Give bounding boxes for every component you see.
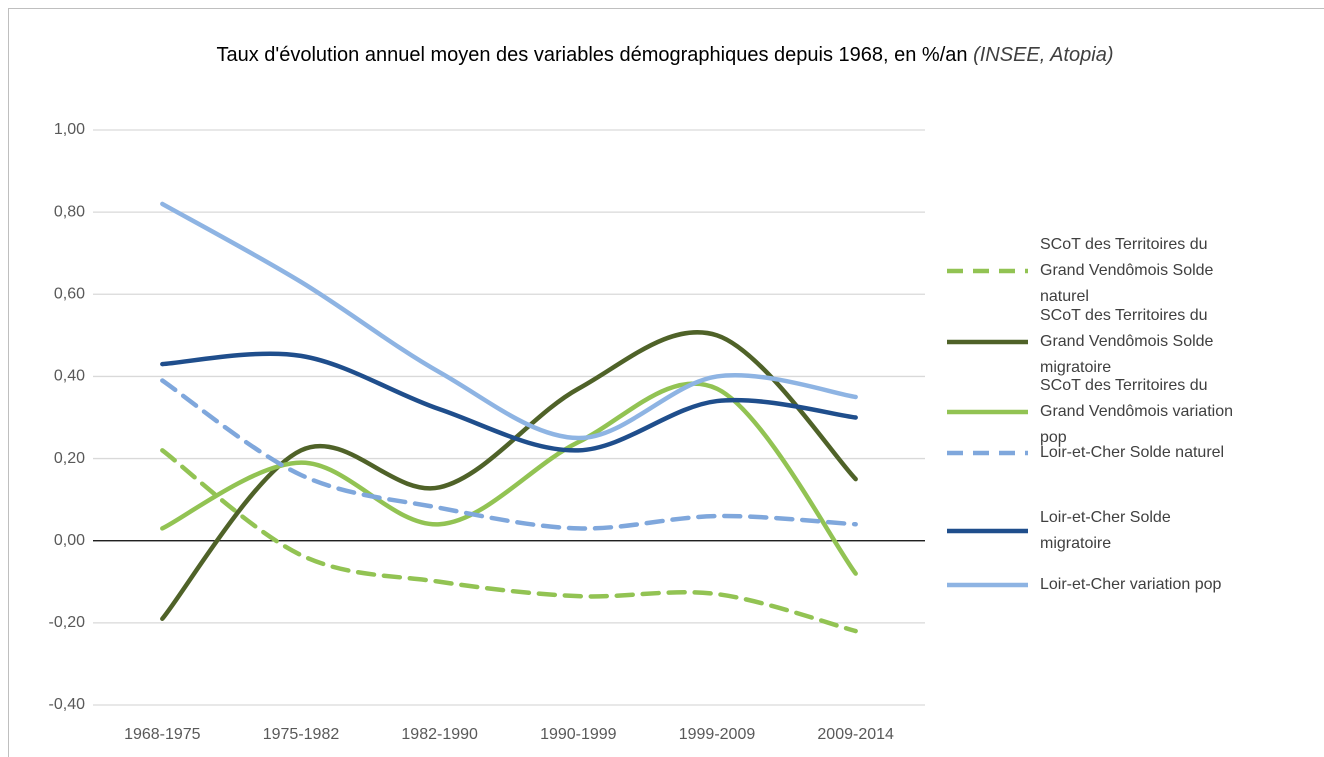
y-tick-label: 0,20 [54, 450, 85, 467]
legend-label: Loir-et-Cher variation pop [1040, 576, 1222, 593]
legend-label: Loir-et-Cher Solde naturel [1040, 444, 1225, 461]
legend-label: SCoT des Territoires du Grand Vendômois … [1040, 236, 1214, 305]
legend-swatch [947, 268, 1028, 274]
legend-swatch [947, 528, 1028, 534]
y-tick-label: 1,00 [54, 121, 85, 138]
legend-item: SCoT des Territoires du Grand Vendômois … [945, 373, 1324, 451]
legend-swatch [947, 339, 1028, 345]
y-tick-label: 0,40 [54, 368, 85, 385]
series-line [160, 201, 858, 441]
series-line [160, 378, 858, 531]
legend-item: Loir-et-Cher Solde naturel [945, 440, 1324, 466]
chart-frame [8, 8, 1324, 757]
x-tick-label: 1990-1999 [540, 726, 617, 743]
y-tick-label: 0,60 [54, 286, 85, 303]
legend-label: SCoT des Territoires du Grand Vendômois … [1040, 377, 1233, 446]
legend-item: SCoT des Territoires du Grand Vendômois … [945, 232, 1324, 310]
legend-label: Loir-et-Cher Solde migratoire [1040, 509, 1171, 552]
legend-swatch [947, 450, 1028, 456]
legend-item: Loir-et-Cher variation pop [945, 572, 1324, 598]
legend-swatch [947, 582, 1028, 588]
series-line [160, 381, 858, 576]
legend-item: Loir-et-Cher Solde migratoire [945, 505, 1324, 557]
legend-label: SCoT des Territoires du Grand Vendômois … [1040, 307, 1214, 376]
y-tick-label: 0,00 [54, 532, 85, 549]
title-source: (INSEE, Atopia) [973, 44, 1114, 66]
series-line [160, 351, 858, 453]
x-tick-label: 1982-1990 [401, 726, 478, 743]
x-tick-label: 2009-2014 [817, 726, 894, 743]
series-line [160, 448, 858, 634]
y-tick-label: -0,40 [49, 696, 86, 713]
x-tick-label: 1968-1975 [124, 726, 201, 743]
x-tick-label: 1975-1982 [263, 726, 340, 743]
y-tick-label: 0,80 [54, 203, 85, 220]
y-tick-label: -0,20 [49, 614, 86, 631]
legend-swatch [947, 409, 1028, 415]
legend-item: SCoT des Territoires du Grand Vendômois … [945, 303, 1324, 381]
x-tick-label: 1999-2009 [679, 726, 756, 743]
title-text: Taux d'évolution annuel moyen des variab… [216, 44, 968, 66]
chart-title: Taux d'évolution annuel moyen des variab… [150, 40, 1180, 70]
